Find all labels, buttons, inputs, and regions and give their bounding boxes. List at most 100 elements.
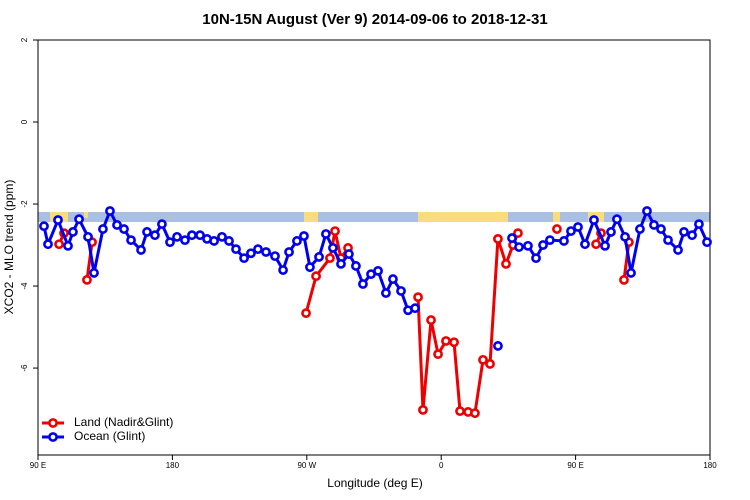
- data-point: [552, 224, 562, 234]
- data-point: [195, 230, 205, 241]
- data-point: [573, 222, 583, 232]
- data-point: [433, 349, 443, 360]
- data-point: [89, 268, 99, 278]
- data-point: [642, 206, 652, 216]
- data-point: [413, 292, 423, 303]
- data-point: [231, 244, 241, 255]
- legend-marker: [48, 418, 58, 428]
- ocean-band: [38, 212, 710, 222]
- data-point: [478, 354, 488, 365]
- data-point: [330, 226, 340, 236]
- data-point: [513, 228, 523, 239]
- data-point: [180, 235, 190, 246]
- data-point: [299, 231, 309, 241]
- data-point: [410, 303, 420, 314]
- data-point: [165, 237, 175, 248]
- data-point: [619, 274, 629, 285]
- data-point: [253, 244, 263, 255]
- data-point: [580, 239, 590, 250]
- y-tick-label: 2: [20, 37, 29, 42]
- land-patch: [553, 212, 560, 222]
- data-point: [418, 404, 428, 415]
- data-point: [278, 265, 288, 275]
- data-point: [635, 224, 645, 234]
- data-point: [441, 336, 451, 346]
- data-point: [591, 239, 601, 250]
- data-point: [39, 221, 49, 232]
- data-point: [98, 224, 108, 234]
- data-point: [373, 265, 383, 276]
- data-point: [589, 215, 599, 225]
- x-axis-label: Longitude (deg E): [327, 476, 422, 490]
- data-point: [321, 229, 331, 239]
- data-point: [301, 308, 311, 319]
- data-point: [261, 247, 271, 257]
- x-tick-label: 90 E: [567, 461, 583, 470]
- data-point: [43, 239, 53, 250]
- series-line: [304, 229, 350, 314]
- data-point: [119, 224, 129, 234]
- data-point: [493, 341, 503, 351]
- data-point: [270, 251, 280, 262]
- plot-frame: [37, 39, 711, 456]
- data-point: [600, 240, 610, 251]
- data-point: [239, 253, 249, 264]
- data-point: [702, 237, 712, 248]
- data-point: [187, 230, 197, 241]
- data-point: [538, 240, 548, 250]
- data-point: [694, 219, 704, 230]
- data-point: [673, 245, 683, 255]
- data-point: [606, 227, 616, 237]
- data-point: [501, 259, 511, 269]
- data-point: [381, 288, 391, 298]
- x-tick-label: 90 W: [297, 461, 316, 470]
- data-point: [142, 227, 152, 237]
- x-tick-label: 180: [703, 461, 717, 470]
- data-point: [68, 227, 78, 237]
- data-point: [687, 230, 697, 241]
- data-point: [679, 227, 689, 237]
- background-band: [38, 212, 710, 222]
- data-point: [523, 240, 533, 251]
- data-point: [656, 224, 666, 234]
- legend-label: Land (Nadir&Glint): [74, 415, 173, 429]
- data-point: [82, 274, 92, 285]
- data-point: [246, 248, 256, 259]
- data-point: [426, 315, 436, 325]
- y-tick-label: -6: [20, 364, 29, 372]
- data-point: [292, 236, 302, 246]
- data-point: [172, 231, 182, 242]
- data-point: [328, 243, 338, 253]
- data-point: [136, 245, 146, 255]
- data-point: [157, 219, 167, 230]
- data-point: [507, 233, 517, 243]
- data-point: [663, 235, 673, 246]
- data-point: [305, 262, 315, 273]
- data-point: [126, 235, 136, 246]
- data-point: [284, 247, 294, 257]
- data-point: [531, 253, 541, 264]
- x-tick-label: 90 E: [30, 461, 46, 470]
- data-point: [396, 286, 406, 296]
- data-point: [74, 214, 84, 225]
- x-tick-label: 0: [439, 461, 444, 470]
- data-point: [336, 259, 346, 269]
- data-point: [351, 261, 361, 271]
- data-point: [620, 231, 630, 242]
- data-point: [649, 220, 659, 230]
- chart-title: 10N-15N August (Ver 9) 2014-09-06 to 201…: [202, 11, 547, 28]
- land-patch: [304, 212, 318, 222]
- data-point: [54, 239, 64, 250]
- data-point: [493, 233, 503, 244]
- data-point: [150, 230, 160, 241]
- y-tick-label: -2: [20, 200, 29, 208]
- legend-label: Ocean (Glint): [74, 429, 145, 443]
- data-point: [388, 274, 398, 284]
- data-point: [63, 240, 73, 251]
- data-point: [224, 236, 234, 246]
- data-point: [209, 236, 219, 246]
- land-patch: [84, 212, 88, 218]
- data-point: [83, 231, 93, 242]
